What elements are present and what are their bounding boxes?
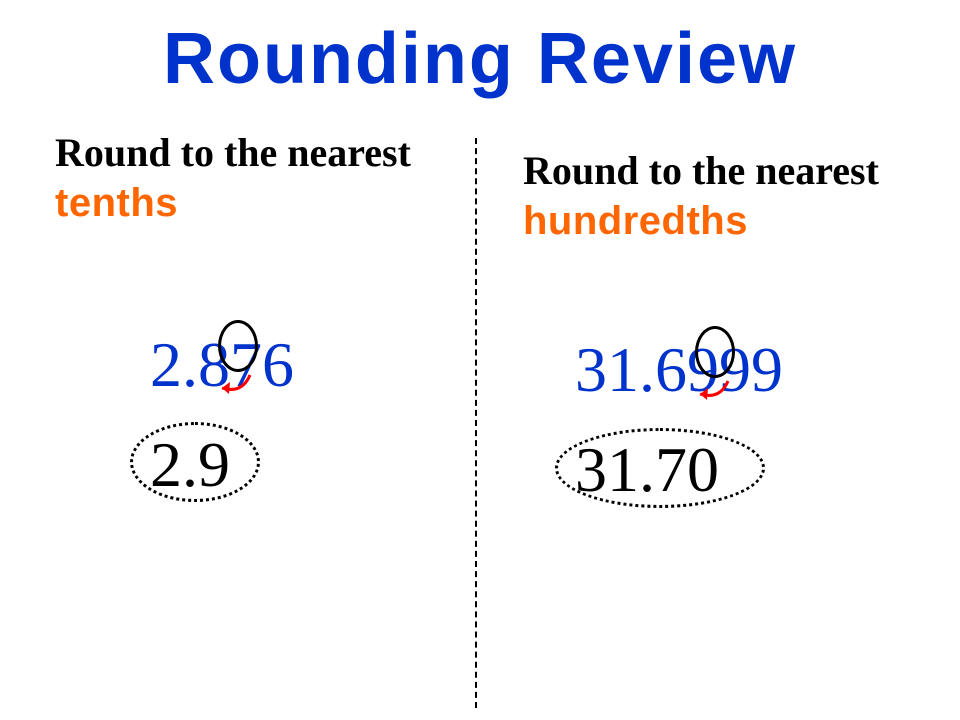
right-original-number: 31.6999 [575, 333, 783, 407]
left-digit-circle [218, 320, 258, 372]
left-column: Round to the nearest tenths 2.876 2.9 [0, 128, 475, 688]
left-answer-ellipse [130, 422, 260, 502]
columns-container: Round to the nearest tenths 2.876 2.9 Ro… [0, 128, 960, 688]
right-answer-ellipse [555, 428, 765, 508]
right-instruction: Round to the nearest hundredths [475, 146, 960, 246]
left-instruction-prefix: Round to the nearest [55, 130, 411, 175]
right-place-word: hundredths [523, 199, 748, 243]
left-place-word: tenths [55, 181, 178, 225]
right-arrow-icon [690, 378, 740, 408]
right-column: Round to the nearest hundredths 31.6999 … [475, 128, 960, 688]
right-digit-circle [695, 326, 735, 378]
left-instruction: Round to the nearest tenths [0, 128, 475, 228]
page-title: Rounding Review [0, 0, 960, 100]
right-instruction-prefix: Round to the nearest [523, 148, 879, 193]
left-arrow-icon [212, 372, 262, 402]
